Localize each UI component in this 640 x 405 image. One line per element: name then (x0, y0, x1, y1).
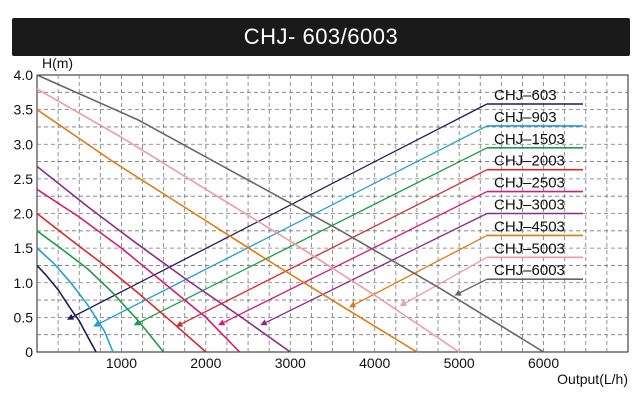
y-tick-label: 0 (25, 344, 33, 360)
x-axis-label: Output(L/h) (557, 371, 628, 387)
legend-label: CHJ–1503 (494, 131, 565, 148)
x-tick-label: 4000 (359, 355, 390, 371)
series-curve (36, 165, 291, 353)
y-tick-label: 3.0 (14, 136, 34, 152)
legend-label: CHJ–3003 (494, 197, 565, 214)
legend-pointer (93, 125, 488, 327)
x-tick-label: 6000 (528, 355, 559, 371)
x-tick-label: 2000 (190, 355, 221, 371)
series-curve (36, 188, 241, 353)
series-curve (36, 247, 114, 353)
legend-pointer (260, 212, 488, 326)
series-curve (36, 74, 545, 353)
y-tick-label: 3.5 (14, 102, 34, 118)
x-tick-label: 3000 (275, 355, 306, 371)
series-curve (36, 108, 418, 353)
legend-pointer (175, 169, 488, 327)
legend-pointer (454, 278, 488, 296)
legend-pointer (133, 147, 488, 326)
legend-pointer (399, 256, 488, 307)
y-tick-label: 1.5 (14, 240, 34, 256)
series-curve (36, 230, 165, 353)
legend-pointer (66, 103, 488, 320)
legend-label: CHJ–603 (494, 87, 557, 104)
x-tick-label: 1000 (106, 355, 137, 371)
y-tick-label: 2.0 (14, 206, 34, 222)
y-tick-label: 2.5 (14, 171, 34, 187)
legend-pointer (348, 234, 488, 308)
chart-title: CHJ- 603/6003 (243, 24, 399, 49)
legend-label: CHJ–6003 (494, 262, 565, 279)
legend-label: CHJ–5003 (494, 240, 565, 257)
series-curve (36, 88, 460, 353)
legend-label: CHJ–4503 (494, 218, 565, 235)
y-tick-label: 1.0 (14, 275, 34, 291)
legend-label: CHJ–2003 (494, 153, 565, 170)
y-axis-label: H(m) (42, 55, 73, 71)
series-curve (36, 264, 97, 353)
legend-label: CHJ–903 (494, 109, 557, 126)
y-tick-label: 0.5 (14, 309, 34, 325)
x-tick-label: 5000 (444, 355, 475, 371)
y-tick-label: 4.0 (14, 67, 34, 83)
legend-label: CHJ–2503 (494, 175, 565, 192)
legend-pointer (218, 191, 488, 326)
chart-title-bar: CHJ- 603/6003 (12, 18, 630, 56)
series-curve (36, 212, 207, 353)
